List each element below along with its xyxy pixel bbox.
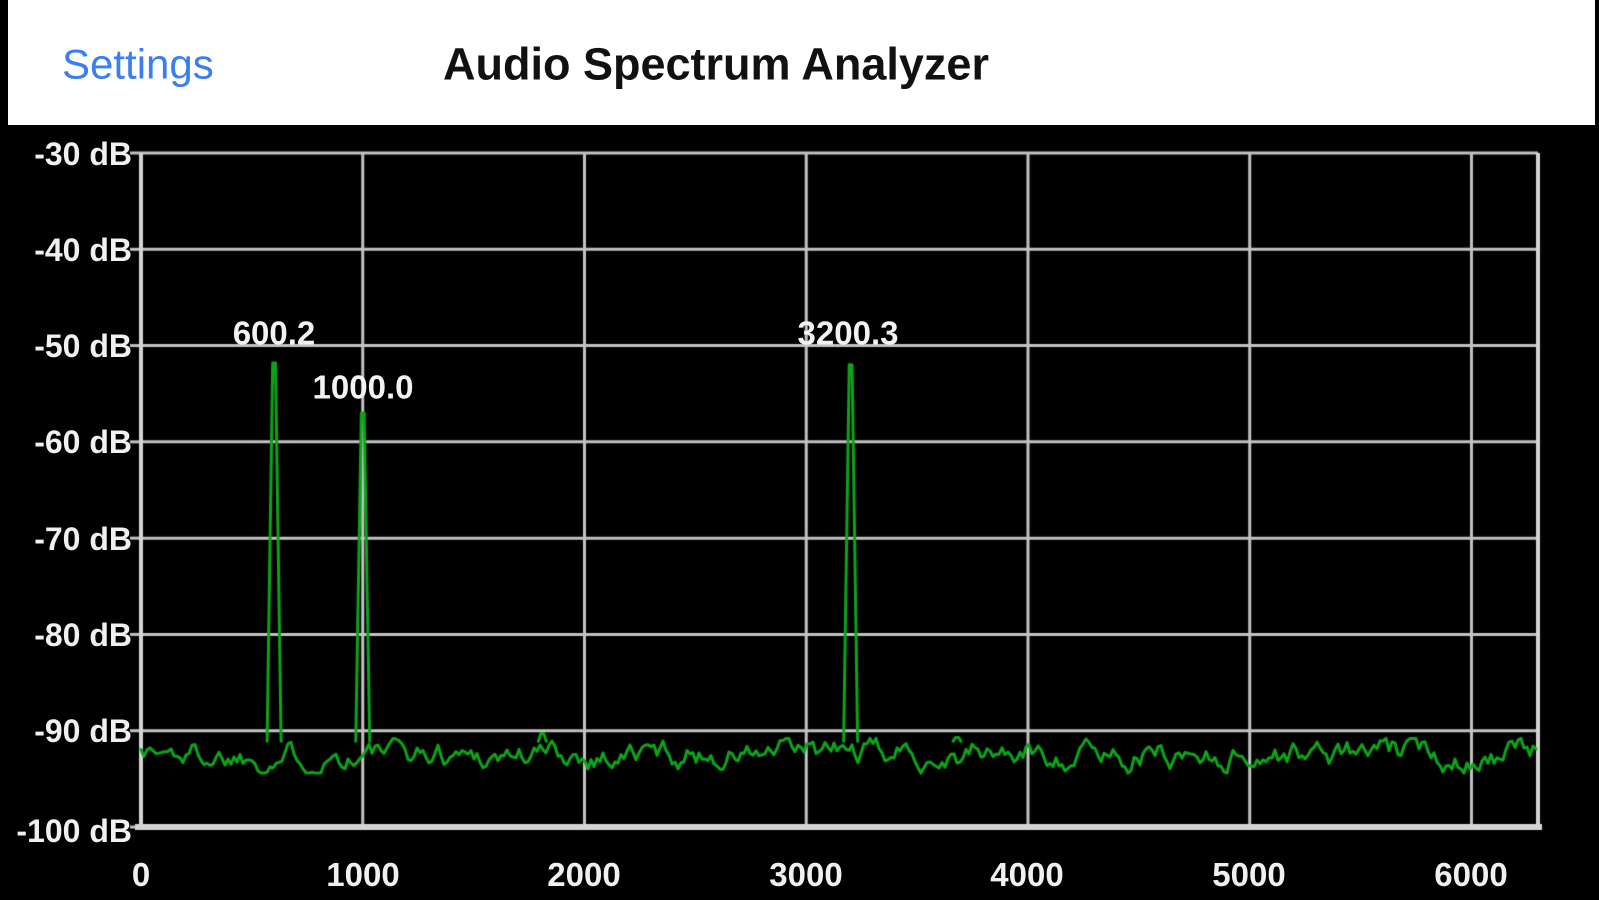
y-tick-label: -80 dB bbox=[34, 617, 132, 653]
x-tick-label: 5000 bbox=[1212, 856, 1286, 893]
x-tick-label: 6000 bbox=[1434, 856, 1508, 893]
peak-frequency-label: 1000.0 bbox=[312, 368, 414, 406]
settings-button[interactable]: Settings bbox=[62, 40, 214, 88]
x-tick-label: 4000 bbox=[990, 856, 1064, 893]
y-tick-label: -60 dB bbox=[34, 424, 132, 460]
navigation-bar: Settings Audio Spectrum Analyzer bbox=[8, 0, 1595, 125]
spectrum-plot: -30 dB -40 dB -50 dB -60 dB -70 dB -80 d… bbox=[0, 125, 1599, 900]
y-tick-label: -90 dB bbox=[34, 713, 132, 749]
y-tick-label: -40 dB bbox=[34, 232, 132, 268]
x-tick-label: 1000 bbox=[326, 856, 400, 893]
y-tick-label: -100 dB bbox=[16, 813, 132, 849]
x-tick-label: 2000 bbox=[547, 856, 621, 893]
peak-frequency-label: 600.2 bbox=[232, 314, 316, 352]
y-tick-label: -50 dB bbox=[34, 328, 132, 364]
x-tick-label: 3000 bbox=[769, 856, 843, 893]
peak-frequency-label: 3200.3 bbox=[797, 314, 899, 352]
x-tick-label: 0 bbox=[131, 856, 151, 893]
spectrum-canvas[interactable] bbox=[0, 125, 1599, 900]
page-title: Audio Spectrum Analyzer bbox=[443, 37, 989, 89]
y-tick-label: -70 dB bbox=[34, 521, 132, 557]
y-tick-label: -30 dB bbox=[34, 136, 132, 172]
